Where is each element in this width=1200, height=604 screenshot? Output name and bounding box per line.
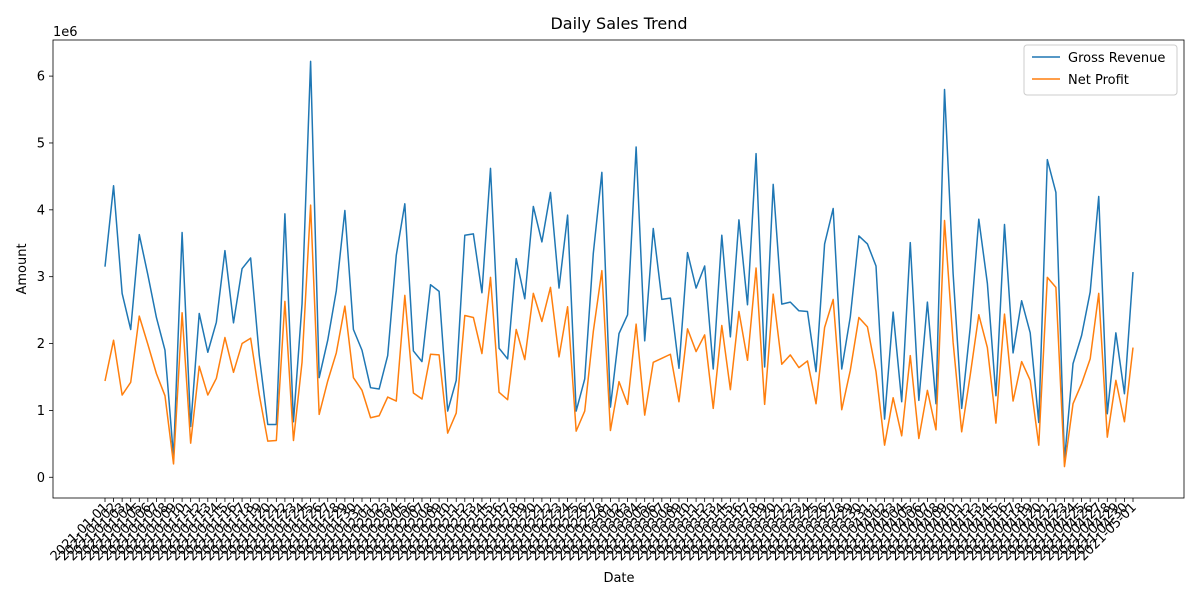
chart-title: Daily Sales Trend — [550, 14, 687, 33]
x-axis-label: Date — [603, 571, 634, 586]
series-lines — [104, 60, 1134, 468]
x-axis-ticks: 2021-01-012021-01-022021-01-032021-01-04… — [48, 498, 1140, 564]
y-tick-label: 3 — [37, 270, 45, 285]
y-tick-label: 6 — [37, 70, 45, 85]
y-offset-label: 1e6 — [53, 25, 78, 40]
plot-frame — [52, 39, 1185, 499]
y-tick-label: 5 — [37, 136, 45, 151]
legend-box — [1023, 44, 1178, 96]
legend-label-net-profit: Net Profit — [1068, 73, 1129, 88]
y-tick-label: 4 — [37, 203, 45, 218]
legend: Gross Revenue Net Profit — [1023, 44, 1178, 96]
legend-label-gross-revenue: Gross Revenue — [1068, 51, 1165, 66]
series-line-net-profit — [104, 204, 1134, 468]
series-line-gross-revenue — [104, 60, 1134, 462]
y-tick-label: 1 — [37, 404, 45, 419]
y-tick-label: 2 — [37, 337, 45, 352]
y-axis-label: Amount — [15, 243, 30, 294]
y-tick-label: 0 — [37, 471, 45, 486]
y-axis-ticks: 0 1 2 3 4 5 6 — [37, 70, 53, 486]
